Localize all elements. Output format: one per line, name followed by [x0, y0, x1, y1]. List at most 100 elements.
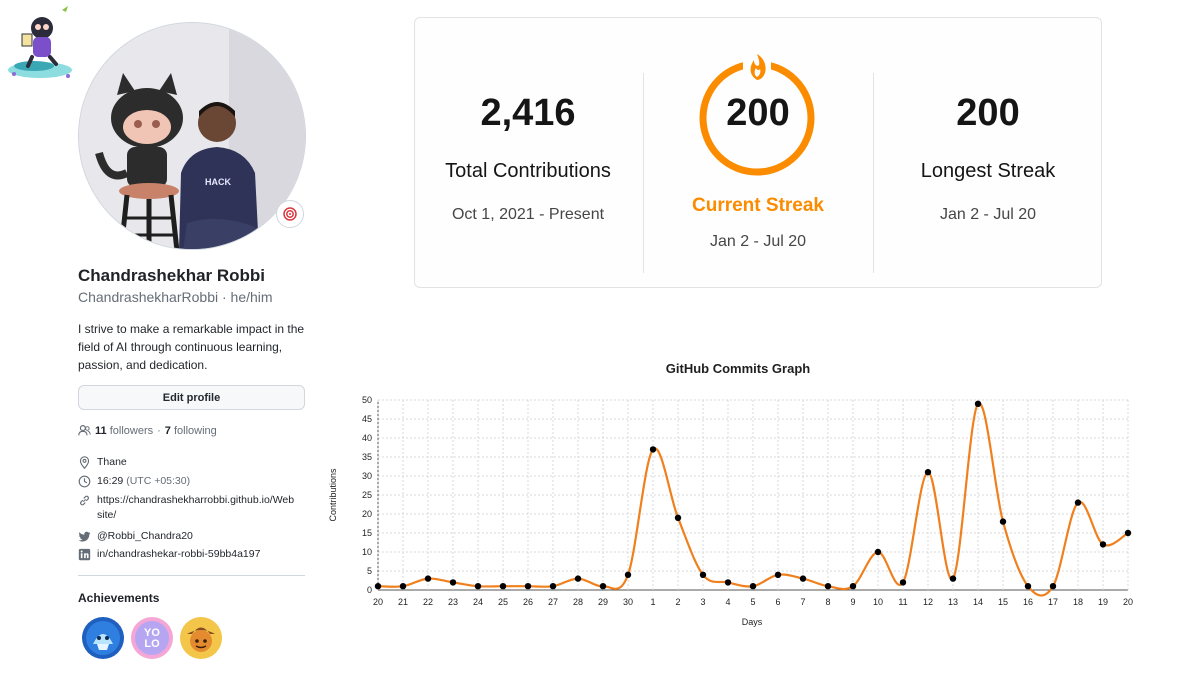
profile-divider: [78, 575, 305, 576]
y-tick-label: 0: [367, 585, 372, 595]
data-point: [974, 400, 982, 407]
y-tick-label: 15: [362, 528, 372, 538]
data-point: [574, 575, 582, 582]
x-tick-label: 26: [523, 597, 533, 607]
data-point: [624, 571, 632, 578]
local-time-item: 16:29 (UTC +05:30): [78, 474, 308, 489]
chart-title: GitHub Commits Graph: [666, 361, 811, 376]
linkedin-item: in/chandrashekar-robbi-59bb4a197: [78, 547, 308, 562]
shark-achievement-badge-icon[interactable]: [81, 616, 125, 660]
twitter-link[interactable]: @Robbi_Chandra20: [97, 530, 193, 542]
follow-separator: ·: [157, 424, 161, 437]
website-line-1: https://chandrashekharrobbi.github.io/We…: [97, 494, 295, 506]
profile-avatar[interactable]: HACK: [78, 22, 306, 250]
x-tick-label: 20: [1123, 597, 1133, 607]
data-point: [599, 583, 607, 590]
data-point: [399, 583, 407, 590]
longest-streak-value: 200: [956, 92, 1020, 134]
y-tick-label: 30: [362, 471, 372, 481]
x-tick-label: 30: [623, 597, 633, 607]
x-tick-label: 12: [923, 597, 933, 607]
cowboy-achievement-badge-icon[interactable]: [179, 616, 223, 660]
x-tick-label: 9: [850, 597, 855, 607]
data-point: [749, 583, 757, 590]
data-point: [949, 575, 957, 582]
y-tick-label: 40: [362, 433, 372, 443]
streak-stats-card: 2,416 Total Contributions Oct 1, 2021 - …: [414, 17, 1102, 288]
linkedin-link[interactable]: in/chandrashekar-robbi-59bb4a197: [97, 548, 261, 560]
x-tick-label: 23: [448, 597, 458, 607]
x-tick-label: 3: [700, 597, 705, 607]
website-link[interactable]: https://chandrashekharrobbi.github.io/We…: [97, 493, 294, 523]
data-point: [524, 583, 532, 590]
x-tick-label: 10: [873, 597, 883, 607]
data-point: [899, 579, 907, 586]
longest-streak-label: Longest Streak: [920, 160, 1056, 182]
y-tick-label: 20: [362, 509, 372, 519]
y-axis-ticks: 0 5 10 15 20 25 30 35 40 45 50: [362, 395, 372, 595]
edit-profile-button[interactable]: Edit profile: [78, 385, 305, 410]
commits-chart: GitHub Commits Graph 0510152025303540455…: [328, 361, 1133, 627]
chart-grid: [377, 399, 1129, 591]
yolo-achievement-badge-icon[interactable]: YO LO: [130, 616, 174, 660]
data-point: [1074, 499, 1082, 506]
x-tick-label: 21: [398, 597, 408, 607]
current-streak-ring: [699, 54, 815, 176]
website-line-2: site/: [97, 509, 117, 521]
x-tick-label: 13: [948, 597, 958, 607]
location-text: Thane: [97, 456, 127, 468]
achievements-title: Achievements: [78, 591, 160, 605]
followers-link[interactable]: 11 followers: [95, 425, 153, 437]
twitter-icon: [78, 531, 91, 542]
y-tick-label: 10: [362, 547, 372, 557]
data-point: [849, 583, 857, 590]
followers-word: followers: [109, 424, 154, 437]
current-streak-range: Jan 2 - Jul 20: [709, 233, 807, 250]
status-emoji-button[interactable]: [276, 200, 304, 228]
twitter-item: @Robbi_Chandra20: [78, 529, 308, 544]
following-link[interactable]: 7 following: [165, 425, 217, 437]
x-tick-label: 24: [473, 597, 483, 607]
x-tick-label: 17: [1048, 597, 1058, 607]
clock-icon: [78, 475, 91, 488]
x-tick-label: 8: [825, 597, 830, 607]
y-axis-label: Contributions: [328, 468, 338, 522]
link-icon: [80, 495, 89, 506]
data-points: [374, 400, 1132, 590]
data-point: [1024, 583, 1032, 590]
data-point: [1099, 541, 1107, 548]
following-word: following: [173, 424, 217, 437]
profile-login: ChandrashekharRobbi · he/him: [78, 289, 273, 305]
data-point: [549, 583, 557, 590]
data-point: [799, 575, 807, 582]
x-tick-label: 18: [1073, 597, 1083, 607]
location-icon: [79, 456, 90, 469]
y-tick-label: 50: [362, 395, 372, 405]
target-icon: [283, 207, 297, 221]
current-streak-value: 200: [726, 92, 790, 134]
svg-text:YO: YO: [144, 627, 160, 639]
data-point: [924, 469, 932, 476]
x-tick-label: 7: [800, 597, 805, 607]
x-tick-label: 4: [725, 597, 730, 607]
total-contributions-range: Oct 1, 2021 - Present: [451, 206, 605, 223]
x-tick-label: 11: [898, 597, 907, 607]
fire-icon: [750, 54, 766, 80]
current-streak-label: Current Streak: [692, 195, 824, 216]
x-axis-label: Days: [742, 617, 763, 627]
avatar-photo: HACK: [79, 23, 305, 249]
x-tick-label: 28: [573, 597, 583, 607]
data-point: [374, 583, 382, 590]
data-point: [999, 518, 1007, 525]
data-point: [424, 575, 432, 582]
x-tick-label: 27: [548, 597, 558, 607]
x-tick-label: 16: [1023, 597, 1033, 607]
follow-stats: 11 followers · 7 following: [78, 424, 217, 437]
data-point: [874, 548, 882, 556]
profile-bio: I strive to make a remarkable impact in …: [78, 322, 305, 372]
data-point: [674, 514, 682, 521]
x-tick-label: 2: [675, 597, 680, 607]
data-point: [1049, 583, 1057, 590]
x-tick-label: 20: [373, 597, 383, 607]
local-time-text: 16:29: [97, 475, 124, 487]
